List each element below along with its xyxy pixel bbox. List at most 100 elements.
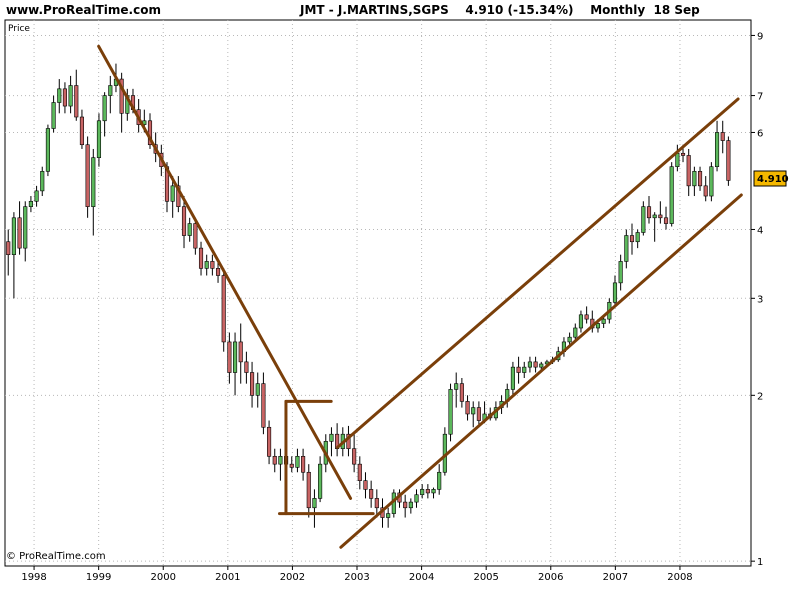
- candle-up: [11, 217, 16, 255]
- last-price-badge: 4.910: [753, 170, 789, 187]
- candle-down: [227, 341, 232, 373]
- candle-down: [250, 372, 255, 396]
- candle-down: [176, 185, 181, 207]
- x-tick-label: 2001: [215, 572, 240, 583]
- candle-down: [301, 456, 306, 473]
- candle-down: [533, 361, 538, 368]
- last-price-value: 4.910: [757, 174, 789, 185]
- candle-up: [312, 498, 317, 509]
- y-tick-label: 1: [757, 557, 763, 568]
- candle-down: [629, 235, 635, 243]
- candle-up: [454, 383, 459, 390]
- candle-down: [516, 366, 521, 373]
- candle-up: [567, 336, 572, 343]
- candle-down: [369, 489, 374, 499]
- copyright-text: © ProRealTime.com: [6, 551, 106, 562]
- candle-down: [198, 247, 204, 269]
- chart-title: JMT - J.MARTINS,SGPS 4.910 (-15.34%) Mon…: [300, 3, 700, 17]
- x-tick-label: 2004: [409, 572, 434, 583]
- candle-down: [465, 401, 470, 415]
- candle-up: [204, 261, 209, 269]
- candle-up: [23, 206, 28, 249]
- candle-up: [714, 132, 720, 167]
- x-tick-label: 1999: [86, 572, 111, 583]
- trendline-channel-upper: [336, 97, 740, 449]
- candle-down: [238, 341, 243, 363]
- candle-down: [352, 448, 357, 465]
- candle-up: [295, 456, 300, 468]
- x-axis: 1998 1999 2000 2001 2002 2003 2004 2005 2006 2007…: [21, 566, 693, 583]
- candle-down: [85, 144, 90, 207]
- candle-up: [635, 232, 640, 243]
- chart-header: www.ProRealTime.com JMT - J.MARTINS,SGPS…: [0, 0, 800, 20]
- candle-down: [658, 214, 663, 219]
- candle-down: [646, 206, 652, 219]
- candle-up: [595, 323, 601, 329]
- candle-down: [476, 407, 481, 421]
- candle-down: [181, 206, 187, 236]
- candle-up: [102, 95, 107, 122]
- candle-down: [663, 217, 669, 224]
- candle-up: [692, 171, 697, 187]
- candle-up: [278, 456, 283, 465]
- candle-up: [96, 120, 102, 158]
- candle-up: [641, 206, 646, 233]
- candle-up: [187, 223, 192, 236]
- x-tick-label: 1998: [21, 572, 46, 583]
- candle-down: [425, 489, 430, 494]
- candle-down: [193, 223, 198, 249]
- candle-down: [306, 471, 311, 509]
- candle-up: [414, 494, 419, 503]
- candle-up: [40, 171, 45, 192]
- candle-up: [255, 383, 260, 396]
- candle-down: [272, 456, 277, 465]
- y-tick-label: 6: [757, 128, 763, 139]
- candle-up: [652, 214, 657, 219]
- x-tick-label: 2005: [473, 572, 498, 583]
- candle-up: [573, 327, 578, 338]
- candle-down: [363, 480, 368, 490]
- x-tick-label: 2003: [344, 572, 369, 583]
- candle-up: [539, 363, 544, 368]
- candle-up: [431, 489, 436, 494]
- trendline-channel-lower: [339, 193, 743, 549]
- y-tick-label: 7: [757, 92, 763, 103]
- candle-up: [471, 407, 476, 415]
- candle-up: [522, 366, 527, 373]
- site-url[interactable]: www.ProRealTime.com: [6, 3, 161, 17]
- candle-down: [720, 132, 725, 141]
- candle-down: [459, 383, 464, 402]
- y-tick-label: 3: [757, 294, 763, 305]
- candle-up: [448, 389, 453, 435]
- candle-up: [612, 282, 618, 303]
- candle-down: [17, 217, 22, 249]
- candle-down: [680, 152, 686, 156]
- candle-down: [584, 314, 589, 320]
- candle-down: [703, 185, 708, 197]
- candle-down: [221, 275, 226, 343]
- candle-up: [669, 166, 674, 224]
- x-tick-label: 2002: [280, 572, 305, 583]
- price-label: Price: [8, 24, 30, 34]
- candle-up: [170, 185, 175, 202]
- candle-up: [437, 471, 442, 490]
- x-tick-label: 2008: [667, 572, 692, 583]
- candle-up: [34, 190, 39, 202]
- trendlines: [97, 44, 743, 549]
- candle-down: [335, 433, 340, 450]
- candle-up: [91, 157, 96, 207]
- candle-up: [28, 200, 33, 207]
- candle-up: [675, 152, 680, 167]
- candle-down: [267, 426, 272, 457]
- candle-down: [62, 88, 67, 107]
- candle-up: [420, 489, 425, 496]
- candle-up: [45, 128, 50, 172]
- trendline-downtrend: [97, 44, 353, 500]
- candle-up: [624, 235, 629, 262]
- candle-up: [57, 88, 62, 103]
- y-tick-label: 2: [757, 391, 763, 402]
- candle-up: [386, 513, 391, 518]
- candle-up: [709, 166, 714, 197]
- x-tick-label: 2000: [151, 572, 176, 583]
